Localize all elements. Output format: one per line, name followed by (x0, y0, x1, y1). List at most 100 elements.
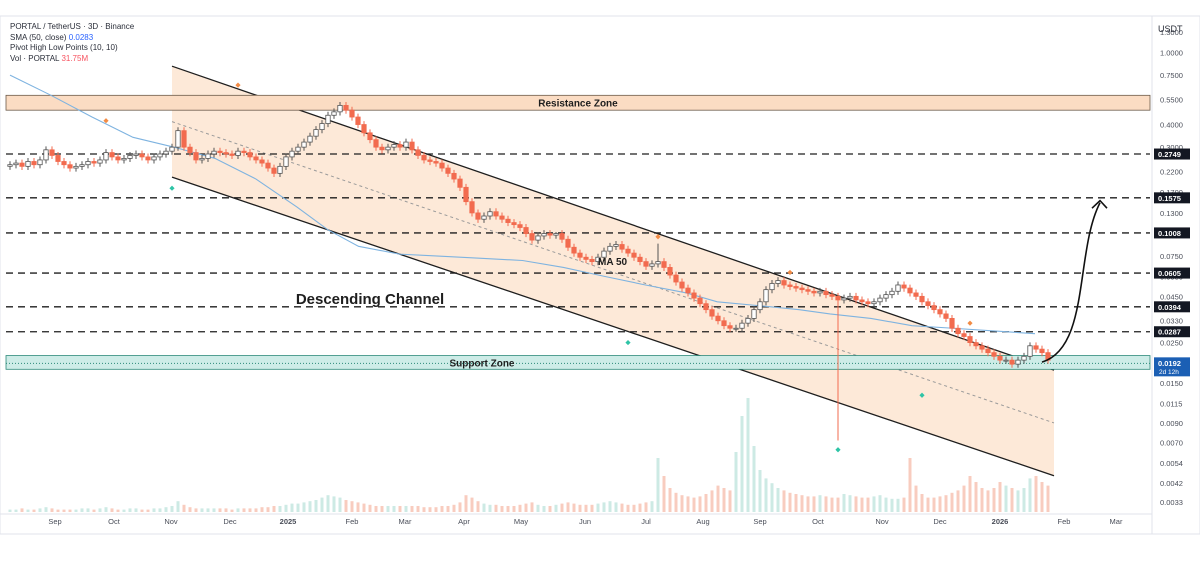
candle-bear (823, 290, 829, 296)
candle-bull (295, 146, 301, 152)
volume-bar (1010, 488, 1014, 512)
candle-bear (259, 159, 265, 164)
volume-bar (896, 498, 900, 512)
volume-bar (290, 503, 294, 512)
volume-bar (752, 446, 756, 512)
candle-bear (511, 222, 517, 226)
pivot-high-marker (655, 234, 661, 240)
candle-bull (757, 301, 763, 311)
candle-bull (607, 245, 613, 252)
volume-bar (860, 497, 864, 512)
pivot-high-marker (967, 320, 973, 326)
volume-bar (1034, 476, 1038, 512)
candle-bull (157, 153, 163, 158)
candle-bull (25, 161, 31, 167)
candle-bear (445, 167, 451, 174)
candle-bull (751, 309, 757, 319)
descending-channel-label: Descending Channel (296, 291, 444, 308)
volume-bar (482, 503, 486, 512)
candle-bear (1039, 348, 1045, 354)
x-tick-label: Jul (641, 517, 651, 526)
pivot-low-marker (169, 185, 175, 191)
candle-bear (367, 132, 373, 141)
volume-bar (806, 496, 810, 512)
candle-bull (79, 164, 85, 167)
candle-bear (181, 130, 187, 148)
candle-bear (709, 309, 715, 317)
candle-bull (85, 161, 91, 166)
candle-bear (811, 290, 817, 294)
candle-bear (727, 325, 733, 329)
volume-bar (944, 495, 948, 512)
level-price-label: 0.2749 (1158, 150, 1181, 159)
candle-bear (247, 152, 253, 158)
volume-bar (704, 494, 708, 512)
volume-bar (740, 416, 744, 512)
volume-bar (776, 488, 780, 512)
volume-bar (554, 504, 558, 512)
candle-bear (139, 153, 145, 158)
candle-bear (1009, 359, 1015, 365)
volume-bar (470, 497, 474, 512)
volume-bar (530, 502, 534, 512)
volume-bar (32, 509, 36, 512)
volume-bar (434, 507, 438, 512)
volume-bar (638, 503, 642, 512)
volume-bar (1022, 488, 1026, 512)
volume-bar (26, 509, 30, 512)
volume-bar (476, 501, 480, 512)
candle-bull (895, 284, 901, 292)
candle-bear (619, 244, 625, 250)
volume-bar (146, 509, 150, 512)
candle-bear (253, 156, 259, 161)
candle-bull (97, 159, 103, 164)
candle-bull (211, 150, 217, 155)
volume-bar (782, 490, 786, 512)
candle-bear (715, 315, 721, 322)
candle-bear (721, 320, 727, 327)
time-axis-ticks: Sep Oct Nov Dec 2025 Feb Mar Apr May Jun Jul Aug Sep… (48, 517, 1123, 526)
candles (7, 101, 1051, 441)
volume-bar (668, 488, 672, 512)
volume-bar (656, 458, 660, 512)
volume-bar (512, 506, 516, 512)
volume-bar (890, 498, 894, 512)
volume-bar (878, 495, 882, 512)
level-price-tag (1154, 227, 1190, 239)
candle-bull (325, 114, 331, 124)
candle-bear (925, 301, 931, 307)
volume-bar (620, 503, 624, 512)
legend-symbol: PORTAL / TetherUS · 3D · Binance (10, 22, 135, 31)
volume-bar (788, 492, 792, 512)
x-tick-label: Oct (108, 517, 121, 526)
candle-bear (913, 292, 919, 297)
volume-bar (206, 508, 210, 512)
candle-bull (817, 290, 823, 294)
candle-bear (433, 161, 439, 164)
pivot-low-marker (835, 447, 841, 453)
volume-bar (326, 495, 330, 512)
descending-channel (171, 65, 1055, 477)
volume-bar (824, 496, 828, 512)
volume-bar (572, 503, 576, 512)
volume-bar (374, 506, 378, 512)
candle-bear (187, 146, 193, 153)
volume-bar (164, 507, 168, 512)
volume-bars (8, 398, 1050, 512)
volume-bar (170, 506, 174, 512)
volume-bar (446, 506, 450, 512)
volume-bar (626, 504, 630, 512)
candle-bull (385, 146, 391, 151)
candle-bear (673, 274, 679, 283)
candle-bear (967, 336, 973, 343)
candle-bull (739, 322, 745, 329)
volume-bar (116, 509, 120, 512)
candle-bear (919, 295, 925, 303)
volume-bar (722, 488, 726, 512)
candle-bear (373, 139, 379, 148)
candle-bull (655, 261, 661, 265)
candle-bear (49, 149, 55, 156)
candle-bear (853, 295, 859, 301)
volume-bar (602, 502, 606, 512)
